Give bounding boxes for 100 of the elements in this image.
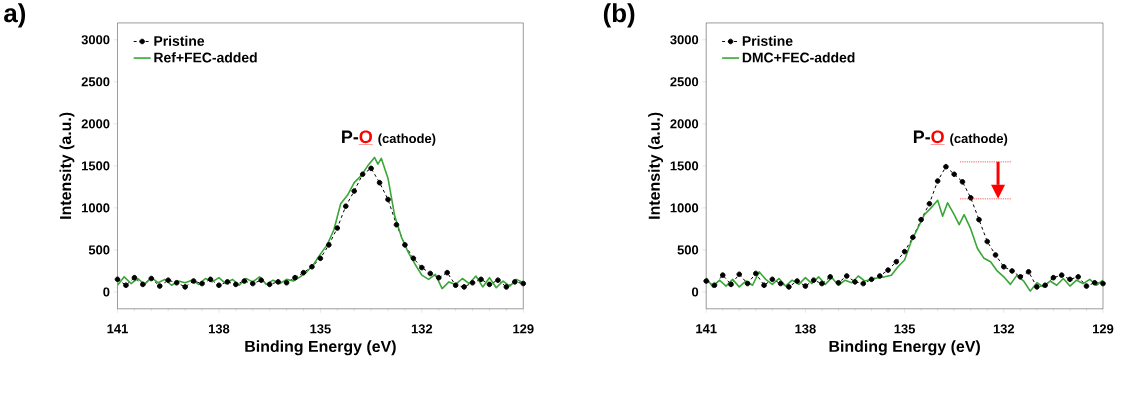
y-tick-label: 1000: [81, 203, 110, 213]
chart-title: (b): [603, 3, 635, 28]
x-axis-title: Binding Energy (eV): [245, 340, 396, 356]
point: [1083, 283, 1090, 289]
point: [224, 279, 231, 285]
point: [123, 282, 129, 289]
point: [827, 274, 833, 280]
y-tick-label: 2000: [670, 119, 699, 129]
point: [860, 280, 867, 287]
point: [736, 271, 743, 278]
point: [199, 280, 205, 287]
x-tick-label: 132: [993, 324, 1015, 334]
chart-title: a): [4, 3, 26, 28]
point: [926, 201, 933, 207]
point: [1009, 268, 1015, 274]
point: [959, 179, 966, 185]
point: [283, 280, 290, 286]
point: [984, 238, 991, 245]
point: [368, 165, 374, 172]
point: [452, 282, 459, 289]
point: [148, 275, 155, 282]
x-tick-label: 141: [107, 324, 128, 334]
point: [241, 278, 248, 284]
point: [885, 267, 891, 274]
point: [182, 284, 188, 290]
x-tick-label: 141: [696, 324, 717, 334]
point: [728, 281, 734, 288]
point: [1034, 284, 1040, 290]
point: [385, 196, 391, 203]
point: [410, 255, 417, 262]
point: [165, 277, 172, 284]
point: [719, 272, 726, 279]
point: [249, 280, 256, 287]
point: [810, 277, 817, 284]
point: [300, 269, 307, 276]
point: [334, 225, 341, 231]
point: [309, 264, 315, 270]
x-tick-label: 129: [513, 324, 534, 334]
y-tick-label: 3000: [670, 35, 699, 45]
point: [1042, 282, 1048, 289]
annotation: (cathode): [378, 133, 436, 146]
y-tick-label: 1000: [670, 203, 699, 213]
point: [761, 282, 767, 289]
point: [877, 273, 883, 279]
point: [351, 188, 357, 194]
point: [258, 277, 265, 284]
point: [794, 278, 800, 284]
point: [402, 242, 408, 248]
point: [419, 264, 425, 271]
x-tick-label: 132: [411, 324, 433, 334]
y-tick-label: 0: [103, 287, 110, 297]
y-tick-label: 500: [677, 245, 699, 255]
point: [703, 278, 709, 284]
x-axis-title: Binding Energy (eV): [829, 340, 980, 356]
legend-label: Pristine: [154, 35, 205, 47]
x-tick-label: 138: [208, 324, 230, 334]
point: [478, 276, 484, 283]
point: [275, 279, 281, 285]
y-tick-label: 2500: [81, 77, 110, 87]
legend-label: DMC+FEC-added: [742, 52, 855, 63]
point: [843, 273, 850, 279]
point: [342, 203, 349, 210]
annotation: P-: [913, 130, 930, 144]
point: [951, 171, 957, 178]
point: [495, 277, 501, 284]
point: [486, 281, 493, 288]
point: [943, 164, 949, 170]
point: [520, 280, 527, 287]
point: [1075, 274, 1081, 280]
point: [901, 248, 908, 255]
point: [868, 276, 875, 283]
point: [359, 171, 366, 178]
point: [992, 252, 999, 258]
point: [893, 259, 900, 265]
point: [326, 242, 332, 248]
point: [819, 280, 825, 287]
point: [292, 275, 298, 281]
point: [1058, 272, 1065, 279]
point: [317, 255, 324, 262]
y-tick-label: 0: [692, 287, 699, 297]
point: [393, 222, 400, 228]
y-axis-title: Intensity (a.u.): [648, 112, 664, 219]
point: [835, 280, 842, 286]
point: [1100, 280, 1106, 287]
annotation: (cathode): [950, 133, 1008, 146]
point: [114, 276, 121, 283]
point: [503, 284, 510, 290]
point: [1001, 264, 1007, 270]
point: [786, 284, 792, 290]
point: [1025, 269, 1032, 275]
y-tick-label: 500: [88, 245, 110, 255]
x-tick-label: 135: [310, 324, 331, 334]
point: [744, 280, 751, 287]
annotation: O: [359, 130, 372, 144]
y-tick-label: 2000: [81, 119, 110, 129]
legend-label: Pristine: [742, 35, 793, 47]
point: [469, 280, 476, 286]
point: [976, 216, 982, 223]
point: [444, 269, 450, 276]
point: [802, 283, 809, 289]
